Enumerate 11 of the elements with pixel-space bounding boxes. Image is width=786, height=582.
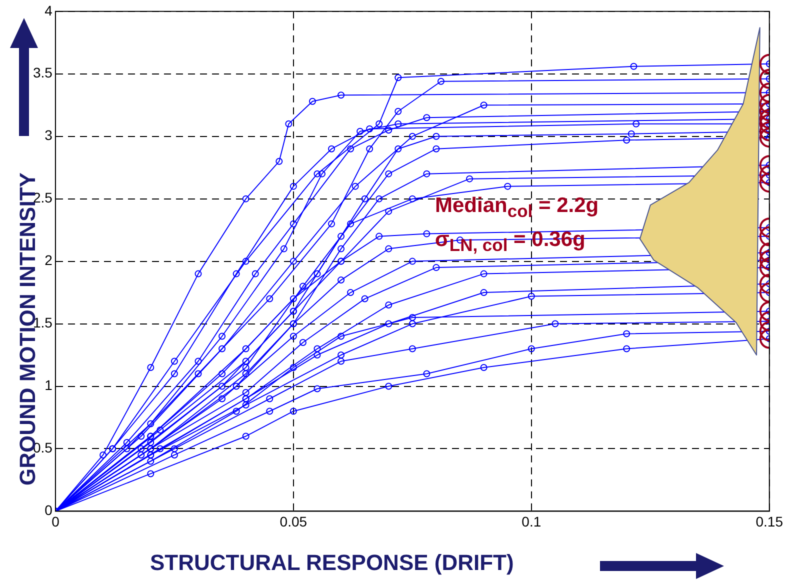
y-tick-label: 2 [44, 252, 53, 268]
x-tick-label: 0.1 [522, 513, 542, 530]
y-tick-label: 4 [44, 2, 53, 18]
x-tick-label: 0.05 [280, 513, 308, 530]
annotation: Median$_{col}$ = 2.2g [435, 194, 599, 222]
y-tick-label: 1 [44, 377, 53, 394]
y-tick-label: 3 [44, 127, 53, 144]
y-tick-label: 0 [44, 502, 53, 518]
x-tick-label: 0.15 [756, 513, 784, 530]
x-axis-title: STRUCTURAL RESPONSE (DRIFT) [150, 550, 514, 576]
y-tick-label: 3.5 [32, 64, 53, 81]
